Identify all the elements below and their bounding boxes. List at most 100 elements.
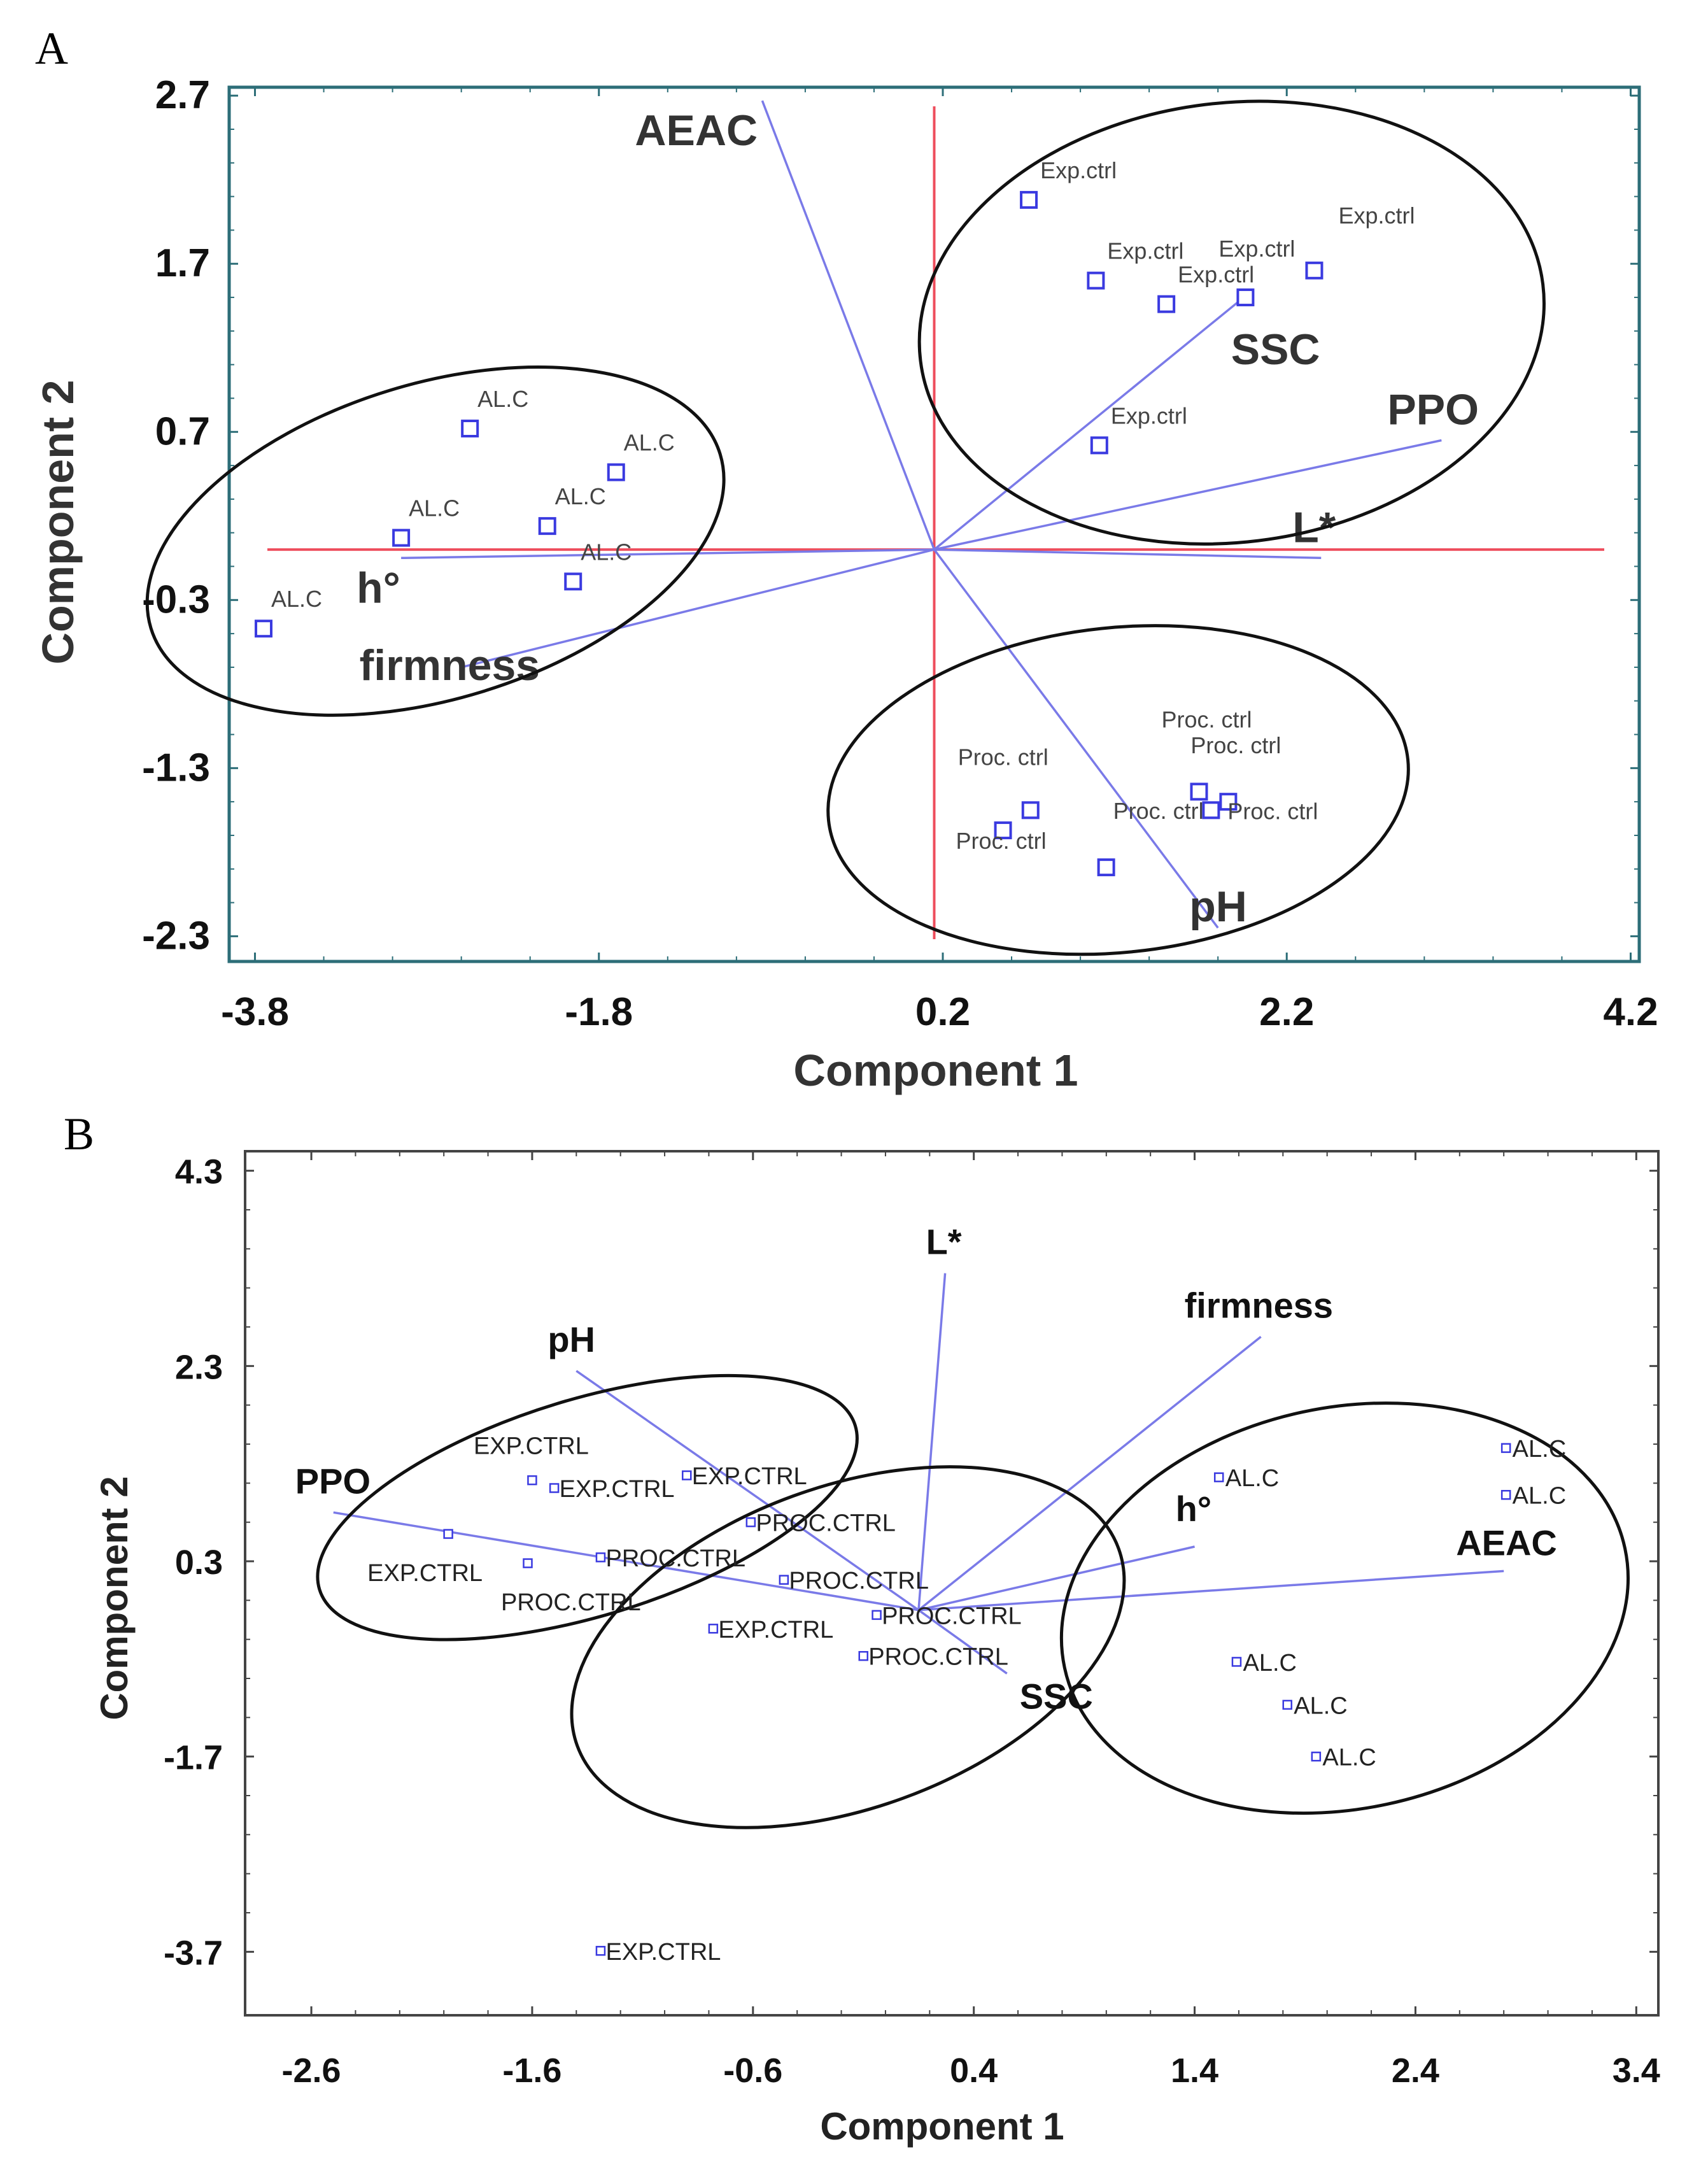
data-point — [994, 821, 1012, 840]
x-tick-label: 2.4 — [1392, 2052, 1439, 2090]
point-label: PROC.CTRL — [756, 1510, 896, 1537]
data-point — [527, 1475, 537, 1486]
point-label: AL.C — [477, 386, 528, 412]
x-axis-title: Component 1 — [820, 2105, 1064, 2148]
point-label: PROC.CTRL — [501, 1589, 641, 1616]
data-point — [1021, 801, 1040, 819]
data-point — [1311, 1751, 1322, 1762]
data-point — [1500, 1443, 1511, 1453]
point-label: AL.C — [1225, 1465, 1279, 1492]
loading-label: SSC — [1231, 325, 1320, 374]
loading-vector — [575, 1370, 919, 1612]
loading-label: PPO — [1387, 385, 1479, 434]
y-tick-label: 4.3 — [175, 1153, 223, 1191]
point-label: Exp.ctrl — [1218, 236, 1295, 262]
loading-label: firmness — [1185, 1285, 1333, 1325]
data-point — [255, 620, 273, 638]
loading-vector — [917, 1609, 1008, 1675]
point-label: Proc. ctrl — [1161, 706, 1252, 732]
point-label: AL.C — [581, 539, 632, 565]
loading-vector — [917, 1273, 947, 1610]
data-point — [607, 463, 625, 481]
x-tick-label: -2.6 — [282, 2052, 341, 2090]
y-axis-title: Component 2 — [93, 1476, 136, 1720]
data-point — [1282, 1699, 1292, 1710]
data-point — [1097, 858, 1115, 877]
biplot-panel-b: -2.6 -1.6 -0.6 0.4 1.4 2.4 3.4 4.3 2.3 0.3 -1.7 -3.… — [93, 1150, 1660, 2148]
group-ellipse — [145, 365, 726, 717]
point-label: AL.C — [271, 586, 322, 612]
x-tick-label: 2.2 — [1259, 990, 1314, 1034]
x-tick-label: -0.6 — [723, 2052, 782, 2090]
plot-frame — [227, 85, 1641, 963]
point-label: EXP.CTRL — [474, 1433, 589, 1460]
group-ellipse — [570, 1465, 1126, 1829]
loading-vector — [933, 549, 1219, 929]
loading-label: L* — [926, 1222, 962, 1262]
data-point — [745, 1517, 756, 1528]
x-tick-label: 3.4 — [1613, 2052, 1660, 2090]
point-label: AL.C — [1294, 1692, 1347, 1719]
y-tick-label: -3.7 — [164, 1934, 223, 1972]
loading-vector — [934, 439, 1442, 551]
y-axis-title: Component 2 — [33, 379, 83, 664]
data-point — [595, 1552, 606, 1563]
x-tick-label: 4.2 — [1603, 990, 1658, 1034]
y-tick-label: 0.7 — [155, 409, 210, 453]
point-label: EXP.CTRL — [367, 1560, 483, 1587]
data-point — [1305, 261, 1323, 280]
data-point — [443, 1529, 453, 1539]
data-point — [858, 1650, 868, 1661]
point-label: Proc. ctrl — [958, 744, 1048, 770]
loading-vector — [333, 1511, 919, 1612]
data-point — [1236, 288, 1255, 307]
group-ellipse — [316, 1373, 859, 1642]
loading-vector — [917, 1335, 1262, 1612]
data-point — [1231, 1657, 1242, 1667]
loading-vector — [761, 100, 936, 550]
y-tick-label: -0.3 — [142, 578, 210, 621]
point-label: Proc. ctrl — [1190, 732, 1281, 758]
loading-label: pH — [1189, 883, 1247, 931]
loading-label: h° — [356, 564, 400, 612]
x-tick-label: 0.4 — [950, 2052, 998, 2090]
data-point — [1202, 801, 1220, 819]
y-tick-label: 0.3 — [175, 1543, 223, 1582]
data-point — [538, 517, 556, 535]
point-label: AL.C — [1322, 1745, 1376, 1771]
loading-label: AEAC — [635, 106, 758, 155]
point-label: AL.C — [555, 483, 606, 509]
point-label: EXP.CTRL — [605, 1939, 721, 1966]
point-label: AL.C — [1243, 1650, 1296, 1677]
loading-label: pH — [547, 1319, 595, 1359]
point-label: PROC.CTRL — [605, 1545, 745, 1572]
group-ellipse — [826, 624, 1410, 956]
x-tick-label: 0.2 — [915, 990, 970, 1034]
data-point — [682, 1470, 692, 1480]
x-tick-label: 1.4 — [1171, 2052, 1218, 2090]
x-tick-label: -3.8 — [221, 990, 289, 1034]
data-point — [564, 572, 582, 591]
data-point — [1087, 271, 1105, 290]
point-label: EXP.CTRL — [560, 1476, 675, 1503]
point-label: AL.C — [1513, 1483, 1566, 1510]
point-label: AL.C — [1513, 1436, 1566, 1463]
data-point — [1500, 1489, 1511, 1500]
point-label: PROC.CTRL — [868, 1644, 1008, 1671]
data-point — [1219, 793, 1238, 811]
loading-label: PPO — [295, 1461, 371, 1501]
data-point — [1090, 436, 1108, 455]
loading-vector — [934, 548, 1322, 560]
data-point — [1020, 190, 1038, 209]
point-label: Proc. ctrl — [1113, 798, 1204, 824]
x-tick-label: -1.6 — [502, 2052, 561, 2090]
data-point — [1213, 1472, 1224, 1482]
data-point — [595, 1946, 606, 1956]
panel-letter-a: A — [35, 23, 68, 74]
point-label: EXP.CTRL — [718, 1617, 833, 1643]
group-ellipse — [1059, 1401, 1630, 1815]
group-ellipse — [917, 99, 1546, 546]
y-tick-label: -1.3 — [142, 746, 210, 790]
data-point — [1190, 783, 1208, 801]
loading-vector — [918, 1545, 1195, 1612]
